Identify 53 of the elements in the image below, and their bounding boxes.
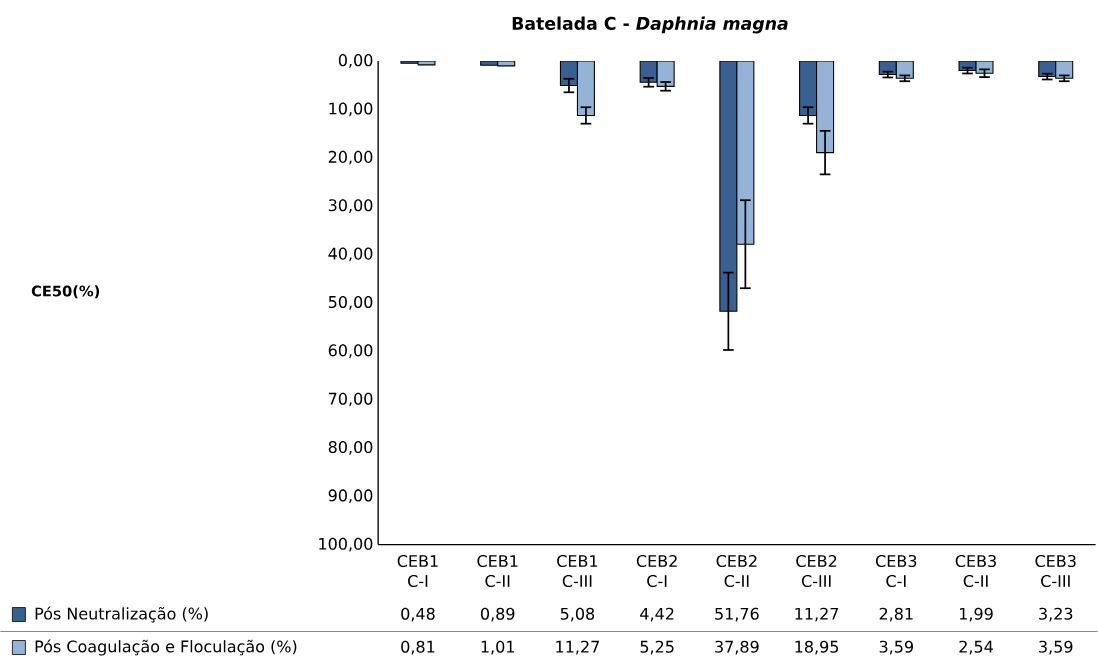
- legend-label: Pós Neutralização (%): [35, 606, 208, 623]
- data-label: 0,81: [401, 640, 435, 655]
- x-tick-label: CEB2 C-II: [716, 554, 757, 588]
- legend-label: Pós Coagulação e Floculação (%): [35, 639, 297, 656]
- y-tick-label: 60,00: [328, 344, 373, 359]
- data-label: 2,54: [959, 640, 993, 655]
- y-tick-label: 10,00: [329, 102, 373, 117]
- y-tick-label: 20,00: [328, 150, 373, 165]
- data-label: 0,48: [401, 607, 435, 622]
- chart-title: Batelada C - Daphnia magna: [512, 16, 788, 34]
- data-label: 3,23: [1039, 607, 1073, 622]
- data-label: 37,89: [715, 640, 759, 655]
- x-tick-label: CEB2 C-I: [636, 554, 677, 588]
- data-label: 3,59: [1039, 640, 1073, 655]
- bar: [895, 60, 914, 79]
- data-label: 11,27: [795, 607, 839, 622]
- x-tick-label: CEB1 C-III: [557, 554, 598, 588]
- data-label: 2,81: [879, 607, 913, 622]
- data-label: 5,08: [560, 607, 595, 622]
- data-label: 3,59: [879, 640, 913, 655]
- bar: [719, 60, 738, 312]
- y-tick-label: 90,00: [328, 489, 373, 504]
- y-tick-label: 0,00: [338, 54, 373, 68]
- y-tick-label: 40,00: [328, 247, 373, 262]
- y-tick-label: 80,00: [328, 441, 373, 455]
- data-label: 4,42: [640, 607, 674, 622]
- data-label: 1,99: [959, 607, 993, 622]
- data-label: 5,25: [640, 640, 674, 655]
- x-tick-label: CEB1 C-I: [397, 554, 438, 588]
- bar: [799, 60, 818, 116]
- y-tick-label: 100,00: [319, 537, 373, 552]
- data-label: 0,89: [480, 607, 515, 622]
- bar: [975, 60, 994, 74]
- data-label: 11,27: [556, 640, 599, 655]
- text: CE50(%): [31, 285, 100, 299]
- bar: [656, 60, 675, 87]
- bar: [736, 60, 755, 245]
- x-tick-label: CEB3 C-I: [876, 554, 917, 588]
- bar: [1055, 60, 1074, 79]
- y-tick-label: 30,00: [328, 199, 373, 213]
- x-tick-label: CEB1 C-II: [477, 554, 518, 588]
- bar: [559, 60, 578, 87]
- bar: [576, 60, 595, 116]
- y-tick-label: 50,00: [328, 295, 373, 310]
- x-tick-label: CEB3 C-II: [955, 554, 996, 588]
- data-label: 51,76: [715, 607, 759, 622]
- x-tick-label: CEB3 C-III: [1035, 554, 1076, 588]
- x-tick-label: CEB2 C-III: [796, 554, 837, 588]
- data-label: 18,95: [795, 640, 839, 655]
- data-label: 1,01: [481, 640, 515, 655]
- y-tick-label: 70,00: [328, 392, 373, 407]
- bar: [878, 60, 897, 76]
- bar: [816, 60, 835, 154]
